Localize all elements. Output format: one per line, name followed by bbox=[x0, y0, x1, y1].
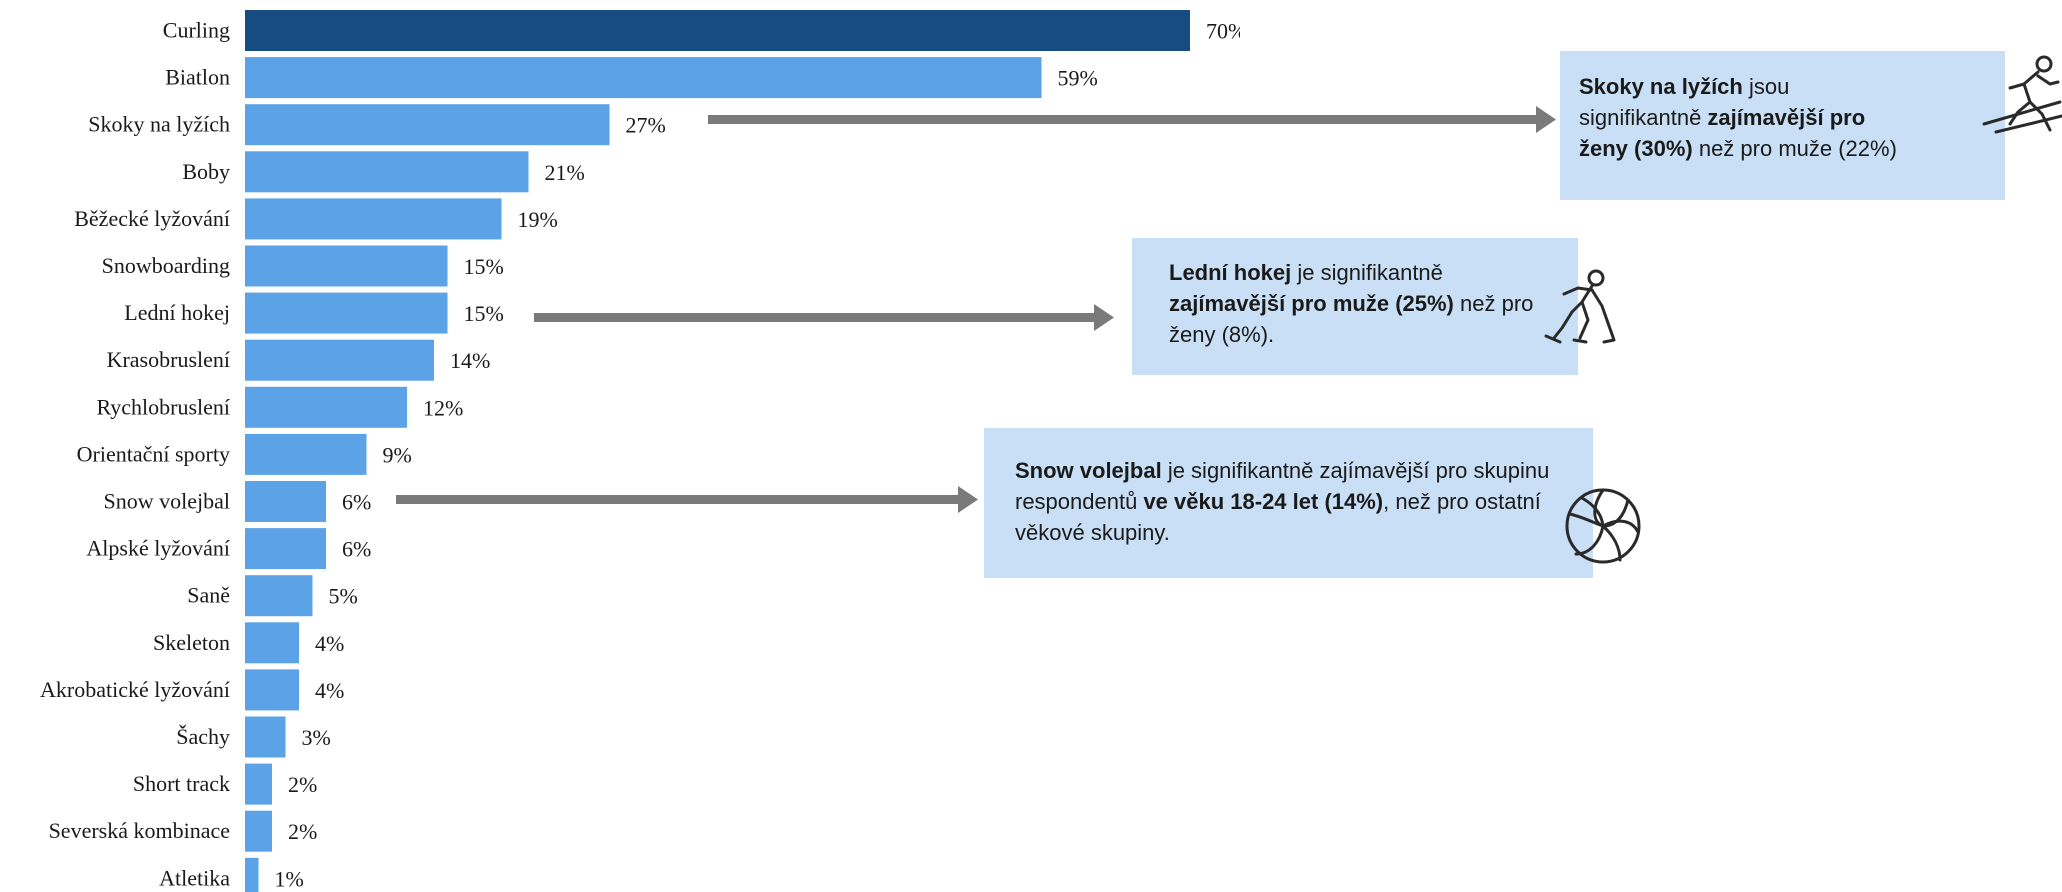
category-label: Šachy bbox=[176, 724, 230, 749]
bar-3 bbox=[245, 151, 529, 193]
bar-10 bbox=[245, 481, 326, 522]
callout-regular: je signifikantně zajímavější pro skupinu… bbox=[1015, 458, 1550, 514]
callout-bold: ve věku 18-24 let (14%) bbox=[1143, 489, 1384, 514]
arrow-snow-volleyball bbox=[396, 486, 978, 513]
bar-0 bbox=[245, 10, 1190, 51]
category-label: Orientační sporty bbox=[77, 441, 230, 466]
category-label: Běžecké lyžování bbox=[74, 206, 230, 231]
value-label: 14% bbox=[450, 348, 490, 373]
category-label: Snowboarding bbox=[102, 253, 230, 278]
category-label: Krasobruslení bbox=[107, 347, 230, 372]
value-label: 15% bbox=[464, 254, 504, 279]
value-label: 4% bbox=[315, 678, 344, 703]
bar-11 bbox=[245, 528, 326, 570]
value-label: 70% bbox=[1206, 19, 1240, 44]
value-label: 3% bbox=[302, 725, 331, 750]
bar-14 bbox=[245, 669, 299, 711]
value-label: 21% bbox=[545, 160, 585, 185]
value-label: 15% bbox=[464, 301, 504, 326]
category-label: Lední hokej bbox=[124, 300, 230, 325]
bar-7 bbox=[245, 339, 434, 381]
volleyball-icon bbox=[1565, 488, 1641, 564]
category-label: Biatlon bbox=[165, 65, 230, 90]
bar-17 bbox=[245, 810, 272, 852]
callout-text: Lední hokej je signifikantně zajímavější… bbox=[1169, 257, 1564, 350]
category-label: Atletika bbox=[159, 865, 230, 890]
arrow-ski-jumping bbox=[708, 106, 1556, 133]
value-label: 2% bbox=[288, 772, 317, 797]
callout-regular: jsou signifikantně bbox=[1579, 74, 1790, 130]
callout-bold: Snow volejbal bbox=[1015, 458, 1162, 483]
value-label: 6% bbox=[342, 490, 371, 515]
bar-13 bbox=[245, 622, 299, 664]
value-label: 59% bbox=[1058, 66, 1098, 91]
bar-chart: Curling 70% Biatlon 59% Skoky na lyžích 27% Bo… bbox=[40, 10, 1240, 892]
category-label: Saně bbox=[187, 583, 230, 608]
value-label: 27% bbox=[626, 113, 666, 138]
hockey-player-icon bbox=[1544, 269, 1616, 344]
callout-text: Skoky na lyžích jsou signifikantně zajím… bbox=[1579, 71, 1909, 164]
category-label: Rychlobruslení bbox=[96, 394, 230, 419]
value-label: 9% bbox=[383, 442, 412, 467]
ski-jumper-icon bbox=[1982, 55, 2062, 134]
value-label: 6% bbox=[342, 537, 371, 562]
category-label: Severská kombinace bbox=[49, 818, 230, 843]
category-label: Boby bbox=[182, 159, 230, 184]
category-label: Alpské lyžování bbox=[86, 536, 230, 561]
arrow-ice-hockey bbox=[534, 304, 1114, 331]
callout-bold: zajímavější pro ženy (30%) bbox=[1579, 105, 1866, 161]
value-label: 5% bbox=[329, 584, 358, 609]
category-label: Skeleton bbox=[153, 630, 230, 655]
callout-regular: je signifikantně bbox=[1291, 260, 1443, 285]
value-label: 1% bbox=[275, 866, 304, 891]
callout-regular: než pro muže (22%) bbox=[1692, 136, 1897, 161]
bar-16 bbox=[245, 763, 272, 805]
bar-2 bbox=[245, 104, 610, 146]
callout-bold: Lední hokej bbox=[1169, 260, 1292, 285]
bar-12 bbox=[245, 575, 313, 617]
callout-text: Snow volejbal je signifikantně zajímavěj… bbox=[1015, 455, 1555, 548]
bar-8 bbox=[245, 386, 407, 428]
category-label: Skoky na lyžích bbox=[88, 112, 230, 137]
category-label: Akrobatické lyžování bbox=[40, 677, 230, 702]
value-label: 2% bbox=[288, 819, 317, 844]
bar-9 bbox=[245, 433, 367, 475]
bar-6 bbox=[245, 292, 448, 334]
callout-regular: , než pro ostatní věkové skupiny. bbox=[1015, 489, 1541, 545]
callout-bold: Skoky na lyžích bbox=[1579, 74, 1743, 99]
value-label: 12% bbox=[423, 395, 463, 420]
callout-snow-volleyball: Snow volejbal je signifikantně zajímavěj… bbox=[984, 428, 1593, 578]
bar-15 bbox=[245, 716, 286, 758]
bar-5 bbox=[245, 245, 448, 287]
bar-18 bbox=[245, 857, 259, 892]
callout-ski-jumping: Skoky na lyžích jsou signifikantně zajím… bbox=[1560, 51, 2005, 200]
callout-regular: než pro ženy (8%). bbox=[1169, 291, 1534, 347]
category-label: Short track bbox=[133, 771, 230, 796]
category-label: Snow volejbal bbox=[104, 489, 231, 514]
bar-1 bbox=[245, 57, 1042, 99]
bar-4 bbox=[245, 198, 502, 240]
category-label: Curling bbox=[163, 18, 230, 43]
callout-ice-hockey: Lední hokej je signifikantně zajímavější… bbox=[1132, 238, 1578, 375]
value-label: 19% bbox=[518, 207, 558, 232]
value-label: 4% bbox=[315, 631, 344, 656]
callout-bold: zajímavější pro muže (25%) bbox=[1169, 291, 1454, 316]
